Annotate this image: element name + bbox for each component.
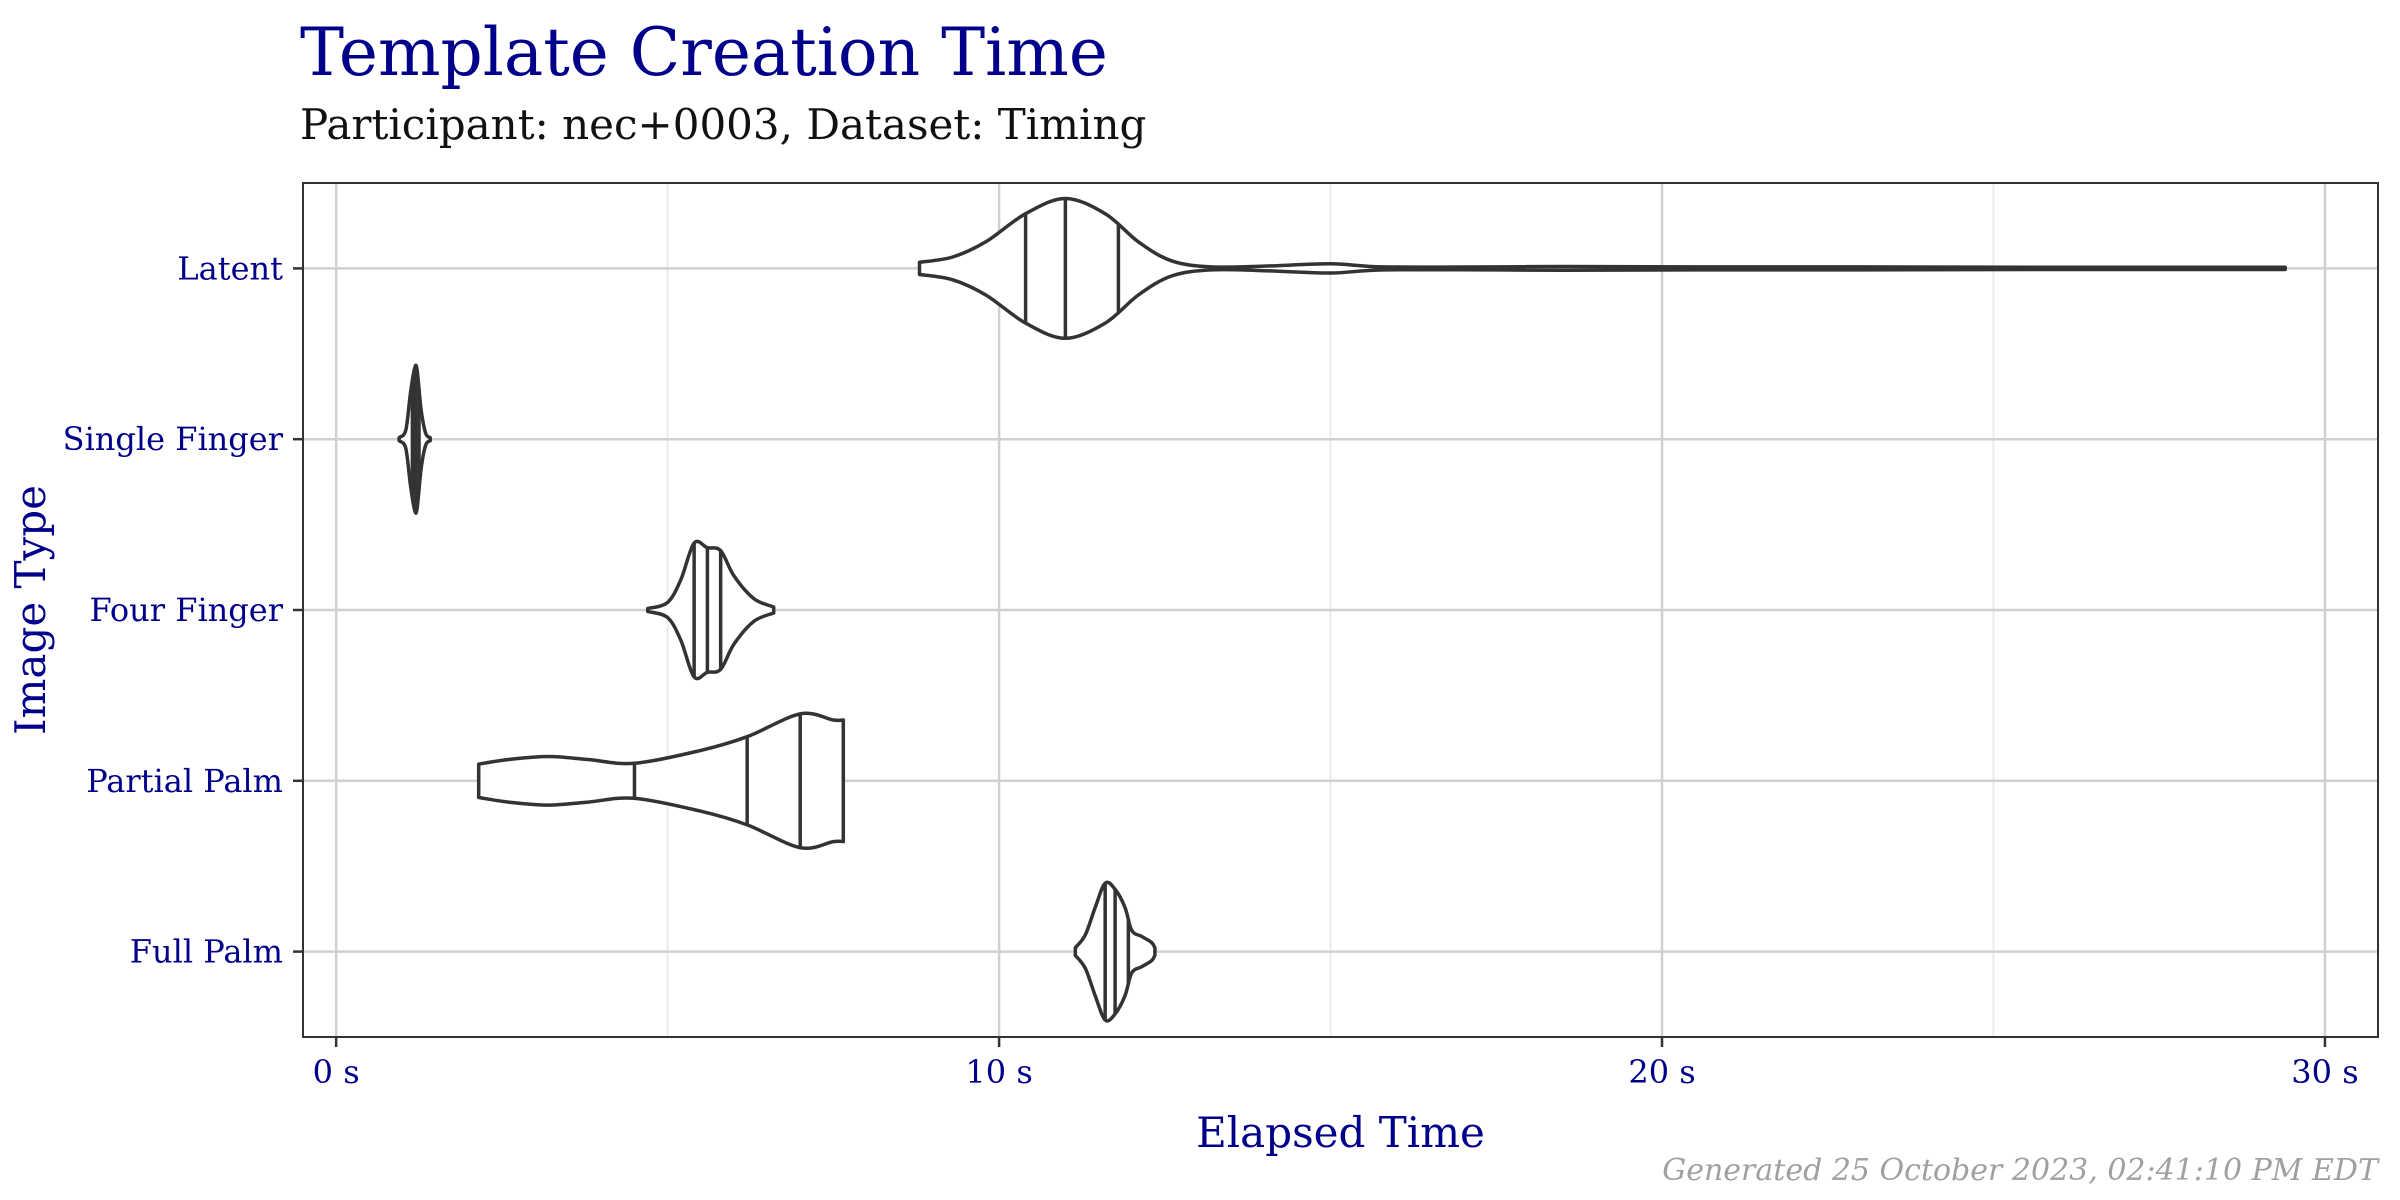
y-tick-label: Latent [177, 249, 283, 287]
violin-latent [917, 196, 2287, 341]
x-tick-label: 20 s [1628, 1053, 1695, 1091]
x-tick-label: 30 s [2291, 1053, 2358, 1091]
violin-layer [397, 196, 2287, 1023]
chart-title: Template Creation Time [300, 14, 1108, 91]
violin-partial-palm [476, 711, 846, 851]
x-tick-label: 0 s [313, 1053, 360, 1091]
y-axis-title: Image Type [6, 485, 55, 735]
y-tick-label: Four Finger [89, 591, 283, 629]
chart-subtitle: Participant: nec+0003, Dataset: Timing [300, 100, 1147, 149]
y-tick-label: Partial Palm [86, 762, 283, 800]
axes: 0 s 10 s 20 s 30 s Latent Single Finger Four F… [63, 249, 2359, 1091]
generated-timestamp: Generated 25 October 2023, 02:41:10 PM E… [1662, 1153, 2378, 1188]
y-tick-label: Single Finger [63, 420, 284, 458]
y-tick-label: Full Palm [130, 933, 283, 971]
violin-four-finger [645, 539, 776, 681]
x-axis-title: Elapsed Time [1196, 1108, 1485, 1157]
grid-lines [303, 183, 2378, 1037]
x-tick-label: 10 s [965, 1053, 1032, 1091]
